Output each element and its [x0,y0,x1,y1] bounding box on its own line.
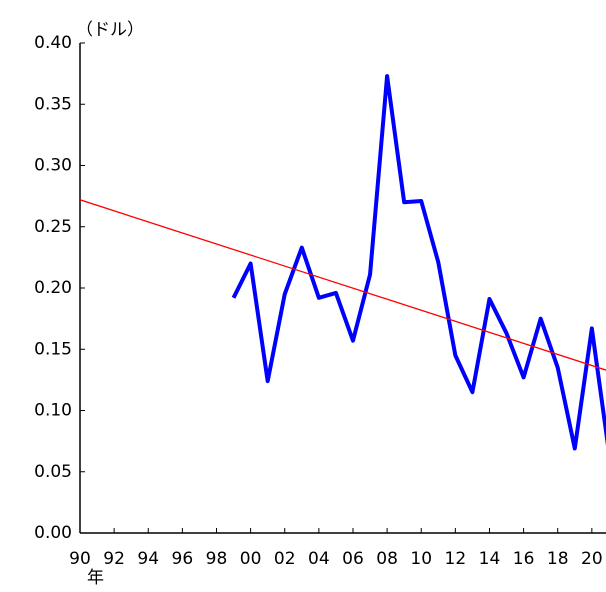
y-tick-label: 0.40 [34,33,72,53]
y-tick-label: 0.10 [34,401,72,421]
x-tick-label: 12 [445,549,467,569]
y-tick-label: 0.00 [34,523,72,543]
x-tick-label: 06 [342,549,364,569]
x-tick-label: 92 [103,549,125,569]
x-tick-label: 02 [274,549,296,569]
x-tick-label: 20 [581,549,603,569]
y-unit: （ドル） [76,20,144,40]
y-tick-label: 0.30 [34,156,72,176]
y-tick-label: 0.25 [34,217,72,237]
x-tick-label: 18 [547,549,569,569]
x-tick-label: 00 [240,549,262,569]
y-tick-label: 0.20 [34,278,72,298]
x-tick-label: 94 [137,549,159,569]
x-tick-label: 14 [479,549,501,569]
x-tick-label: 96 [172,549,194,569]
x-tick-label: 98 [206,549,228,569]
plot-area [80,74,606,451]
y-tick-label: 0.35 [34,94,72,114]
x-tick-label: 08 [376,549,398,569]
series-line [80,199,606,371]
x-tick-label: 04 [308,549,330,569]
y-tick-label: 0.15 [34,339,72,359]
x-tick-label: 10 [410,549,432,569]
series-line [231,74,606,451]
x-unit: 年 [87,568,104,588]
x-tick-label: 90 [69,549,91,569]
y-tick-label: 0.05 [34,462,72,482]
x-tick-label: 16 [513,549,535,569]
